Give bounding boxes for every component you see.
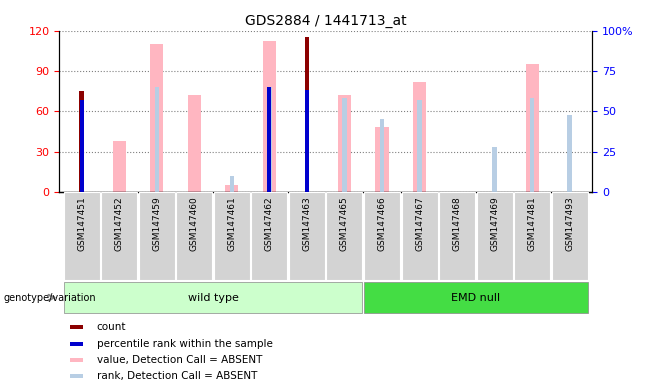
Text: GSM147467: GSM147467 (415, 197, 424, 251)
Text: GSM147451: GSM147451 (77, 197, 86, 251)
Bar (567, 114, 572, 192)
Bar (338, 95, 351, 192)
Text: GSM147460: GSM147460 (190, 197, 199, 251)
Bar (289, 192, 325, 280)
Text: GSM147463: GSM147463 (303, 197, 311, 251)
Bar (439, 192, 475, 280)
Text: GSM147462: GSM147462 (265, 197, 274, 251)
Bar (476, 192, 513, 280)
Bar (214, 192, 250, 280)
Text: value, Detection Call = ABSENT: value, Detection Call = ABSENT (97, 355, 262, 365)
Bar (150, 44, 163, 192)
Bar (113, 141, 126, 192)
Bar (230, 176, 234, 192)
Bar (492, 147, 497, 192)
Bar (70, 358, 83, 362)
Bar (251, 192, 288, 280)
Text: GSM147481: GSM147481 (528, 197, 537, 251)
Bar (267, 87, 272, 192)
Bar (80, 91, 84, 192)
Text: count: count (97, 322, 126, 332)
Text: GSM147461: GSM147461 (228, 197, 236, 251)
Bar (80, 100, 84, 192)
Bar (64, 282, 363, 313)
Bar (417, 100, 422, 192)
Bar (305, 90, 309, 192)
Bar (514, 192, 550, 280)
Text: GSM147468: GSM147468 (453, 197, 461, 251)
Text: rank, Detection Call = ABSENT: rank, Detection Call = ABSENT (97, 371, 257, 381)
Bar (380, 119, 384, 192)
Bar (101, 192, 138, 280)
Text: GSM147493: GSM147493 (565, 197, 574, 251)
Bar (155, 87, 159, 192)
Bar (530, 98, 534, 192)
Bar (176, 192, 213, 280)
Bar (342, 98, 347, 192)
Bar (70, 325, 83, 329)
Bar (551, 192, 588, 280)
Bar (267, 87, 272, 192)
Bar (364, 282, 588, 313)
Bar (64, 192, 100, 280)
Text: GSM147465: GSM147465 (340, 197, 349, 251)
Bar (401, 192, 438, 280)
Text: GSM147452: GSM147452 (114, 197, 124, 251)
Bar (526, 64, 539, 192)
Bar (413, 82, 426, 192)
Text: EMD null: EMD null (451, 293, 500, 303)
Text: genotype/variation: genotype/variation (3, 293, 96, 303)
Bar (70, 374, 83, 378)
Text: GSM147459: GSM147459 (152, 197, 161, 251)
Bar (188, 95, 201, 192)
Bar (263, 41, 276, 192)
Text: GSM147469: GSM147469 (490, 197, 499, 251)
Bar (225, 185, 238, 192)
Bar (305, 37, 309, 192)
Bar (139, 192, 175, 280)
Text: wild type: wild type (188, 293, 239, 303)
Bar (326, 192, 363, 280)
Bar (376, 127, 389, 192)
Bar (364, 192, 400, 280)
Title: GDS2884 / 1441713_at: GDS2884 / 1441713_at (245, 14, 407, 28)
Text: percentile rank within the sample: percentile rank within the sample (97, 339, 272, 349)
Text: GSM147466: GSM147466 (378, 197, 386, 251)
Bar (70, 342, 83, 346)
